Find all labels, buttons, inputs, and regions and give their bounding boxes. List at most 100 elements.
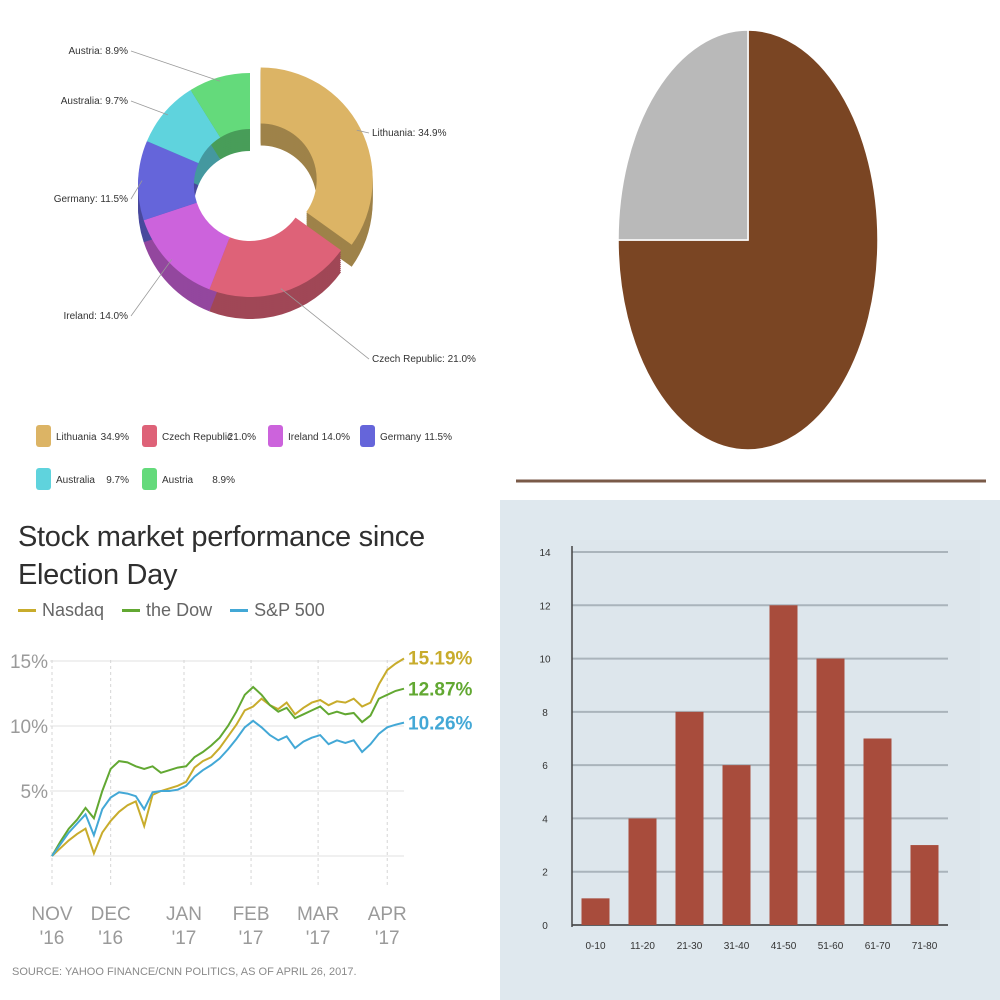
y-tick-label: 0 xyxy=(542,921,548,932)
legend-swatch xyxy=(142,425,157,447)
x-tick-label: JAN xyxy=(166,904,202,925)
bar-0-10 xyxy=(581,898,610,925)
x-tick-label: DEC xyxy=(91,904,131,925)
y-tick-label: 10 xyxy=(539,655,551,666)
legend-item-sp500: S&P 500 xyxy=(230,600,325,621)
x-tick-label: APR xyxy=(368,904,407,925)
pie-slice xyxy=(617,29,879,451)
legend-swatch xyxy=(36,468,51,490)
leader-line xyxy=(130,259,173,317)
legend-value: 21.0% xyxy=(228,432,256,443)
stock-chart-panel: Stock market performance since Election … xyxy=(0,500,500,1000)
x-tick-year: '16 xyxy=(40,928,65,949)
slice-label: Australia: 9.7% xyxy=(61,96,128,107)
y-tick-label: 6 xyxy=(542,761,548,772)
donut-slice-australia xyxy=(146,90,221,164)
bar-11-20 xyxy=(628,818,657,925)
legend-label: Lithuania xyxy=(56,432,97,443)
legend-item-nasdaq: Nasdaq xyxy=(18,600,104,621)
bar-chart-panel: 0 2 4 6 8 10 12 14 0-10 11-20 21-30 31-40 41-50 51-60… xyxy=(500,500,1000,1000)
line-chart: 15% 10% 5% NOV '16 DEC '16 JAN '17 FEB '17 MAR '17 AP… xyxy=(10,649,473,949)
slice-label: Germany: 11.5% xyxy=(54,194,128,205)
source-note: SOURCE: YAHOO FINANCE/CNN POLITICS, AS O… xyxy=(12,966,357,978)
legend-swatch xyxy=(142,468,157,490)
x-tick-label: 11-20 xyxy=(630,941,655,952)
legend-value: 8.9% xyxy=(212,475,235,486)
slice-label: Austria: 8.9% xyxy=(69,46,129,57)
legend-value: 14.0% xyxy=(322,432,350,443)
legend-swatch xyxy=(268,425,283,447)
leader-line xyxy=(356,129,370,134)
legend-value: 9.7% xyxy=(106,475,129,486)
x-tick-label: 21-30 xyxy=(677,941,703,952)
x-tick-label: 61-70 xyxy=(865,941,891,952)
series-end-label: 10.26% xyxy=(408,714,473,735)
bar-51-60 xyxy=(816,658,845,925)
legend-value: 34.9% xyxy=(101,432,129,443)
legend-label: Germany xyxy=(380,432,421,443)
legend-swatch xyxy=(18,609,36,612)
leader-line xyxy=(130,100,169,116)
legend-item-dow: the Dow xyxy=(122,600,212,621)
series-end-label: 15.19% xyxy=(408,649,473,670)
slice-label: Lithuania: 34.9% xyxy=(372,128,447,139)
y-tick-label: 10% xyxy=(10,717,48,738)
series-end-label: 12.87% xyxy=(408,680,473,701)
y-tick-label: 8 xyxy=(542,708,548,719)
x-tick-year: '17 xyxy=(239,928,264,949)
x-tick-year: '17 xyxy=(306,928,331,949)
series-line-2 xyxy=(51,719,405,857)
x-tick-label: 41-50 xyxy=(771,941,797,952)
legend-swatch xyxy=(36,425,51,447)
legend-label: Nasdaq xyxy=(42,600,105,620)
series-line-0 xyxy=(51,657,405,857)
leader-line xyxy=(280,288,370,360)
slice-label: Czech Republic: 21.0% xyxy=(372,354,476,365)
legend-label: the Dow xyxy=(146,600,213,620)
legend-label: Ireland xyxy=(288,432,319,443)
donut-slice-czech-republic xyxy=(209,217,342,298)
x-tick-label: MAR xyxy=(297,904,339,925)
y-tick-label: 5% xyxy=(21,782,49,803)
donut-slice-ireland xyxy=(143,202,230,290)
donut-chart: Lithuania: 34.9% Czech Republic: 21.0% Ire… xyxy=(36,46,476,490)
x-tick-label: 31-40 xyxy=(724,941,750,952)
x-tick-label: 71-80 xyxy=(912,941,938,952)
x-tick-year: '17 xyxy=(172,928,197,949)
x-tick-year: '16 xyxy=(98,928,123,949)
y-tick-label: 15% xyxy=(10,652,48,673)
leader-line xyxy=(130,180,143,200)
donut-chart-panel: Lithuania: 34.9% Czech Republic: 21.0% Ire… xyxy=(0,0,500,500)
pie-slice xyxy=(617,29,749,241)
pie-chart-panel xyxy=(500,0,1000,500)
legend-swatch xyxy=(230,609,249,612)
x-tick-label: 51-60 xyxy=(818,941,844,952)
legend-swatch xyxy=(360,425,375,447)
y-tick-label: 2 xyxy=(542,868,548,879)
legend-label: Austria xyxy=(162,475,194,486)
donut-slice-lithuania xyxy=(260,67,373,245)
legend-label: S&P 500 xyxy=(254,600,325,620)
donut-slice-austria xyxy=(190,73,250,138)
slice-label: Ireland: 14.0% xyxy=(64,311,129,322)
bar-31-40 xyxy=(722,765,751,925)
chart-title: Stock market performance since Election … xyxy=(18,521,425,591)
y-tick-label: 14 xyxy=(539,548,551,559)
bar-chart: 0 2 4 6 8 10 12 14 0-10 11-20 21-30 31-40 41-50 51-60… xyxy=(539,540,980,952)
donut-slice-germany xyxy=(138,141,199,221)
bar-71-80 xyxy=(910,845,939,925)
x-tick-label: FEB xyxy=(233,904,270,925)
bar-21-30 xyxy=(675,711,704,925)
legend-label: Czech Republic xyxy=(162,432,232,443)
bar-41-50 xyxy=(769,605,798,925)
y-tick-label: 12 xyxy=(539,601,551,612)
bar-61-70 xyxy=(863,738,892,925)
legend-value: 11.5% xyxy=(424,432,452,443)
x-tick-label: 0-10 xyxy=(585,941,605,952)
stock-legend: Nasdaq the Dow S&P 500 xyxy=(18,600,325,621)
y-tick-label: 4 xyxy=(542,814,548,825)
leader-line xyxy=(130,50,221,82)
x-tick-year: '17 xyxy=(375,928,400,949)
legend-swatch xyxy=(122,609,141,612)
pie-chart xyxy=(516,29,986,483)
